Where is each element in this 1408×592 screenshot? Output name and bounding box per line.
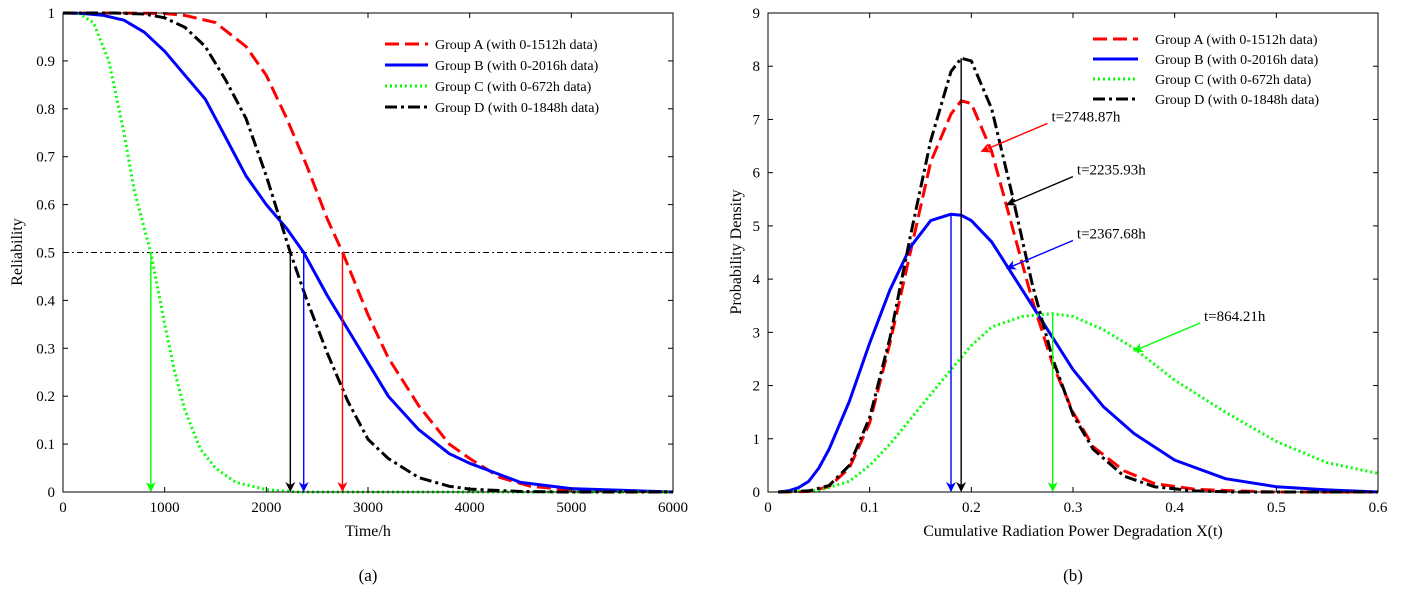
density-axis-ticks: 0 0.1 0.2 0.3 0.4 0.5 0.6 0 1 2 3 4 5 6 7 8 9: [753, 6, 1388, 516]
a-ytick-label-4: 0.4: [36, 293, 55, 309]
a-xtick-label-2: 2000: [251, 500, 281, 516]
b-xtick-label-3: 0.3: [1064, 500, 1083, 516]
a-xtick-label-5: 5000: [556, 500, 586, 516]
a-xtick-label-4: 4000: [455, 500, 485, 516]
legend-b-label-group-d: Group D (with 0-1848h data): [1155, 93, 1319, 108]
a-series-line-2: [62, 11, 674, 494]
b-ytick-label-4: 4: [753, 272, 761, 288]
a-xtick-label-1: 1000: [150, 500, 180, 516]
b-ytick-label-7: 7: [753, 112, 761, 128]
reliability-marker-layer: [145, 252, 348, 492]
density-y-axis-label: Probability Density: [728, 190, 745, 315]
b-ytick-label-8: 8: [753, 59, 761, 75]
reliability-x-axis-label: Time/h: [345, 523, 391, 540]
a-xtick-label-3: 3000: [353, 500, 383, 516]
a-ytick-label-1: 0.1: [36, 437, 55, 453]
legend-a-label-group-b: Group B (with 0-2016h data): [435, 59, 599, 74]
b-ytick-label-2: 2: [753, 379, 761, 395]
legend-b-label-group-c: Group C (with 0-672h data): [1155, 73, 1312, 88]
a-ytick-label-6: 0.6: [36, 198, 55, 214]
a-ytick-label-10: 1: [48, 6, 56, 22]
b-annotation-arrow-1: [980, 122, 1048, 153]
reliability-chart: 0 1000 2000 3000 4000 5000 6000 0 0.1 0.2 0.3 0.4 0.…: [9, 6, 688, 585]
reliability-y-axis-label: Reliability: [9, 218, 26, 286]
a-xtick-label-6: 6000: [658, 500, 688, 516]
b-series-line-1: [778, 99, 1378, 494]
b-annotation-label-2: t=2235.93h: [1077, 163, 1146, 179]
b-ytick-label-9: 9: [753, 6, 761, 22]
legend-a-label-group-c: Group C (with 0-672h data): [435, 80, 592, 95]
b-xtick-label-0: 0: [764, 500, 772, 516]
b-annotation-label-1: t=2748.87h: [1052, 109, 1121, 125]
reliability-series-layer: [62, 11, 674, 494]
b-xtick-label-4: 0.4: [1165, 500, 1184, 516]
a-ytick-label-5: 0.5: [36, 246, 55, 262]
density-legend: Group A (with 0-1512h data) Group B (wit…: [1093, 33, 1319, 108]
b-annotation-label-3: t=2367.68h: [1077, 226, 1146, 242]
b-xtick-label-2: 0.2: [962, 500, 981, 516]
legend-a-label-group-a: Group A (with 0-1512h data): [435, 38, 598, 53]
b-ytick-label-3: 3: [753, 325, 761, 341]
reliability-legend: Group A (with 0-1512h data) Group B (wit…: [385, 38, 599, 116]
legend-b-label-group-b: Group B (with 0-2016h data): [1155, 53, 1319, 68]
a-xtick-label-0: 0: [59, 500, 67, 516]
density-panel-caption: (b): [1063, 566, 1083, 585]
b-annotation-arrow-4: [1133, 322, 1201, 353]
a-ytick-label-0: 0: [48, 485, 56, 501]
b-ytick-label-1: 1: [753, 432, 761, 448]
b-xtick-label-1: 0.1: [860, 500, 879, 516]
reliability-axis-ticks: 0 1000 2000 3000 4000 5000 6000 0 0.1 0.2 0.3 0.4 0.…: [36, 6, 688, 516]
density-annotation-layer: t=2748.87h t=2235.93h t=2367.68h t=864.21h: [980, 109, 1266, 353]
legend-b-label-group-a: Group A (with 0-1512h data): [1155, 33, 1318, 48]
a-series-line-4: [63, 11, 673, 494]
b-xtick-label-6: 0.6: [1369, 500, 1388, 516]
b-ytick-label-6: 6: [753, 166, 761, 182]
b-annotation-arrow-3: [1005, 239, 1074, 270]
a-ytick-label-8: 0.8: [36, 102, 55, 118]
b-ytick-label-5: 5: [753, 219, 761, 235]
density-marker-layer: [946, 58, 1058, 492]
a-ytick-label-7: 0.7: [36, 150, 55, 166]
a-ytick-label-2: 0.2: [36, 389, 55, 405]
b-annotation-label-4: t=864.21h: [1204, 309, 1266, 325]
density-x-axis-label: Cumulative Radiation Power Degradation X…: [923, 523, 1222, 540]
legend-a-label-group-d: Group D (with 0-1848h data): [435, 101, 599, 116]
a-ytick-label-3: 0.3: [36, 341, 55, 357]
a-ytick-label-9: 0.9: [36, 54, 55, 70]
b-series-line-3: [778, 312, 1379, 494]
density-chart: t=2748.87ht=2235.93ht=2367.68ht=864.21h …: [728, 6, 1388, 585]
a-series-line-1: [63, 11, 674, 494]
a-series-line-3: [77, 11, 673, 494]
b-ytick-label-0: 0: [753, 485, 761, 501]
b-series-line-2: [778, 212, 1379, 494]
b-annotation-arrow-2: [1005, 175, 1074, 206]
b-xtick-label-5: 0.5: [1267, 500, 1286, 516]
reliability-panel-caption: (a): [359, 566, 378, 585]
